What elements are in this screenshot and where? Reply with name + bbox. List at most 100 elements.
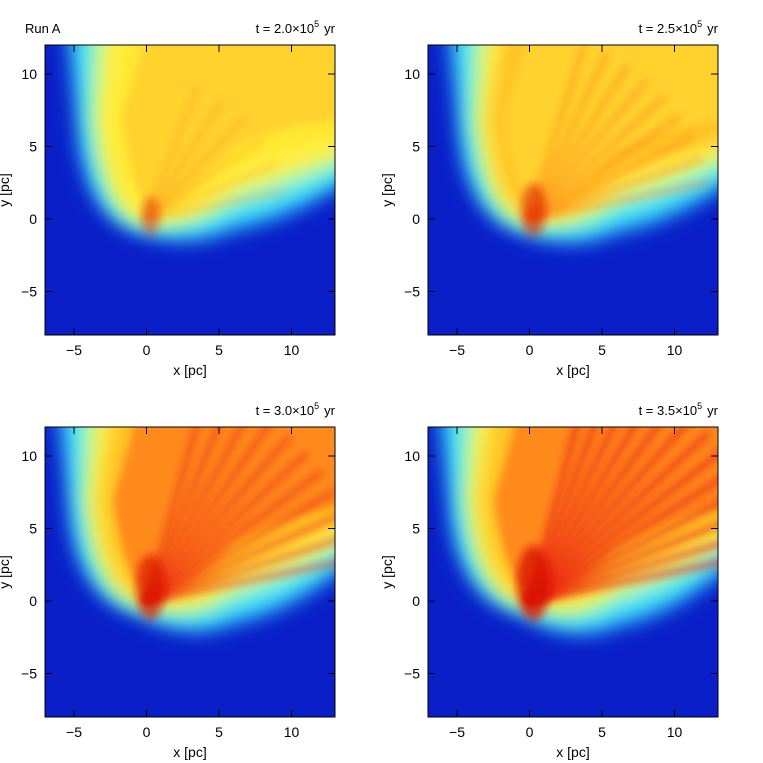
y-tick-label: 0: [412, 593, 420, 609]
x-tick-label: 0: [526, 724, 534, 740]
jet-streak: [528, 134, 695, 222]
density-map: [45, 427, 335, 717]
y-tick-label: 0: [412, 211, 420, 227]
time-unit: yr: [324, 21, 336, 36]
jet-streak: [527, 499, 718, 605]
y-tick-label: 5: [29, 521, 37, 537]
jet-core: [521, 183, 546, 237]
jet-streak: [145, 513, 335, 604]
jet-streak: [528, 558, 718, 605]
y-tick-label: −5: [404, 284, 420, 300]
y-tick-label: 10: [21, 66, 37, 82]
y-tick-label: 5: [29, 139, 37, 155]
jet-streak: [528, 180, 710, 222]
y-tick-label: −5: [21, 284, 37, 300]
x-tick-label: −5: [66, 342, 82, 358]
time-label: t = 2.5×105 yr: [639, 19, 719, 36]
x-tick-label: 10: [667, 724, 683, 740]
time-exponent: 5: [697, 401, 702, 411]
axes-frame: [427, 44, 719, 336]
jet-streak: [145, 559, 335, 605]
axes-frame: [44, 44, 336, 336]
axes-frame: [427, 426, 719, 718]
time-exponent: 5: [697, 19, 702, 29]
density-map: [45, 45, 335, 335]
time-label: t = 3.5×105 yr: [639, 401, 719, 418]
time-prefix: t = 3.0×10: [256, 403, 315, 418]
time-label: t = 3.0×105 yr: [256, 401, 336, 418]
x-tick-label: 10: [284, 724, 300, 740]
x-axis-label: x [pc]: [556, 362, 589, 378]
jet-streak: [145, 162, 278, 221]
jet-streak: [528, 113, 683, 222]
x-tick-label: 0: [143, 342, 151, 358]
density-map: [428, 45, 718, 335]
y-tick-label: −5: [21, 666, 37, 682]
jet-core: [516, 545, 551, 621]
time-exponent: 5: [314, 401, 319, 411]
y-axis-label: y [pc]: [379, 173, 395, 206]
jet-streak: [146, 189, 286, 221]
x-tick-label: 10: [667, 342, 683, 358]
x-tick-label: 5: [598, 342, 606, 358]
jet-streak: [527, 94, 668, 221]
time-unit: yr: [707, 403, 719, 418]
y-tick-label: −5: [404, 666, 420, 682]
x-axis-label: x [pc]: [173, 744, 206, 760]
y-tick-label: 10: [404, 448, 420, 464]
y-tick-label: 5: [412, 521, 420, 537]
jet-core: [135, 554, 166, 620]
y-tick-label: 0: [29, 593, 37, 609]
x-tick-label: −5: [449, 342, 465, 358]
x-axis-label: x [pc]: [556, 744, 589, 760]
y-axis-label: y [pc]: [0, 555, 12, 588]
jet-streak: [527, 77, 650, 221]
jet-streak: [527, 449, 718, 604]
time-prefix: t = 2.0×10: [256, 21, 315, 36]
time-prefix: t = 2.5×10: [639, 21, 698, 36]
run-label: Run A: [25, 21, 61, 36]
density-contour: [503, 45, 718, 211]
jet-streak: [526, 427, 662, 604]
x-tick-label: −5: [449, 724, 465, 740]
jet-streak: [526, 427, 689, 604]
y-axis-label: y [pc]: [379, 555, 395, 588]
time-unit: yr: [324, 403, 336, 418]
plot-area: −5 0 5 10 −5 0 5 10: [21, 44, 336, 358]
jet-streak: [528, 520, 718, 605]
jet-streak: [144, 450, 309, 604]
jet-streak: [145, 116, 247, 221]
y-tick-label: 5: [412, 139, 420, 155]
time-prefix: t = 3.5×10: [639, 403, 698, 418]
jet-streak: [145, 537, 335, 605]
jet-core: [141, 196, 160, 236]
jet-streak: [528, 156, 704, 222]
jet-streak: [145, 137, 264, 221]
jet-streak: [527, 475, 718, 605]
x-tick-label: 10: [284, 342, 300, 358]
jet-streak: [143, 427, 272, 603]
time-unit: yr: [707, 21, 719, 36]
plot-area: −5 0 5 10 −5 0 5 10: [21, 426, 336, 740]
y-axis-label: y [pc]: [0, 173, 12, 206]
x-axis-label: x [pc]: [173, 362, 206, 378]
axes-frame: [44, 426, 336, 718]
x-tick-label: −5: [66, 724, 82, 740]
y-tick-label: 10: [21, 448, 37, 464]
jet-streak: [143, 427, 245, 603]
x-tick-label: 5: [215, 342, 223, 358]
x-tick-label: 5: [215, 724, 223, 740]
jet-streak: [528, 540, 718, 605]
time-label: t = 2.0×105 yr: [256, 19, 336, 36]
time-exponent: 5: [314, 19, 319, 29]
jet-streak: [527, 63, 631, 221]
jet-streak: [144, 99, 225, 221]
plot-area: −5 0 5 10 −5 0 5 10: [404, 44, 719, 358]
jet-streak: [144, 468, 324, 604]
x-tick-label: 5: [598, 724, 606, 740]
y-tick-label: 0: [29, 211, 37, 227]
